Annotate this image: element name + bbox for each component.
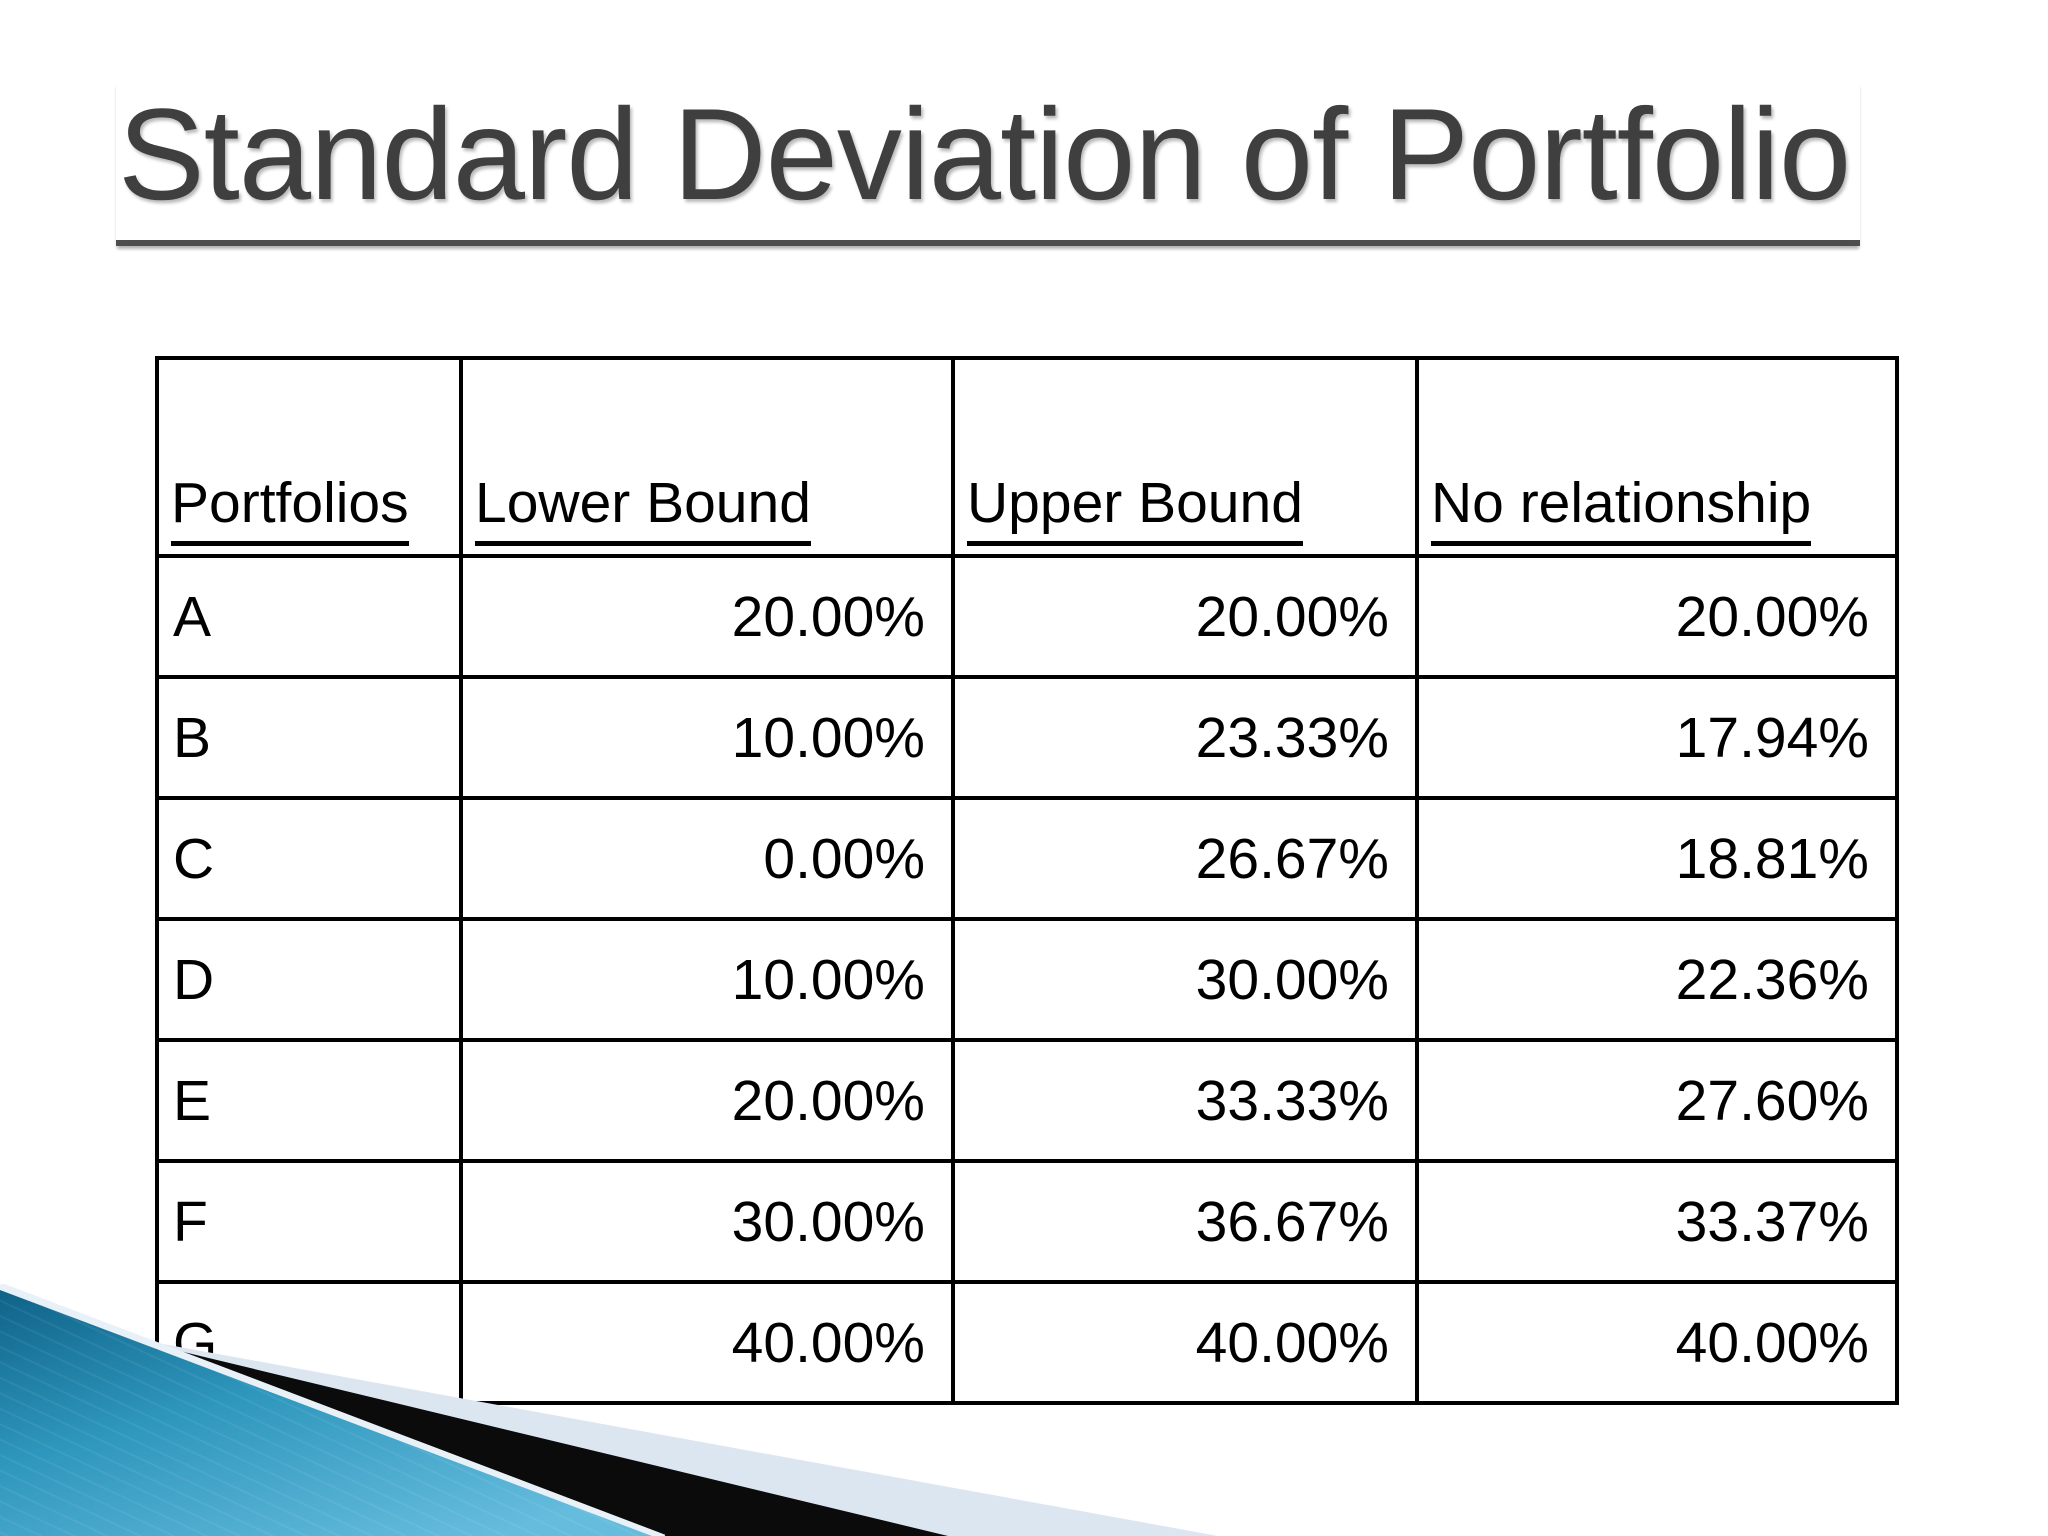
row-label: F [155, 1159, 463, 1284]
column-header-portfolios: Portfolios [155, 356, 463, 558]
table-cell: 20.00% [459, 1038, 955, 1163]
table-cell: 10.00% [459, 675, 955, 800]
table-row: D 10.00% 30.00% 22.36% [155, 917, 1899, 1042]
slide-title: Standard Deviation of Portfolio [116, 81, 1861, 246]
table-cell: 40.00% [951, 1280, 1419, 1405]
row-label: E [155, 1038, 463, 1163]
table-cell: 26.67% [951, 796, 1419, 921]
row-label: C [155, 796, 463, 921]
row-label: A [155, 554, 463, 679]
black-ribbon [167, 1348, 948, 1536]
table-cell: 10.00% [459, 917, 955, 1042]
table-cell: 36.67% [951, 1159, 1419, 1284]
column-header-lower-bound: Lower Bound [459, 356, 955, 558]
table-cell: 18.81% [1415, 796, 1899, 921]
table-cell: 40.00% [459, 1280, 955, 1405]
table-header-row: Portfolios Lower Bound Upper Bound No re… [155, 356, 1899, 558]
table-row: C 0.00% 26.67% 18.81% [155, 796, 1899, 921]
corner-decoration [0, 1284, 1218, 1536]
table-row: G 40.00% 40.00% 40.00% [155, 1280, 1899, 1405]
ribbon-separator-line [0, 1284, 666, 1536]
table-cell: 17.94% [1415, 675, 1899, 800]
table-cell: 27.60% [1415, 1038, 1899, 1163]
table-cell: 40.00% [1415, 1280, 1899, 1405]
table-cell: 20.00% [1415, 554, 1899, 679]
table-cell: 20.00% [459, 554, 955, 679]
table-row: A 20.00% 20.00% 20.00% [155, 554, 1899, 679]
table-cell: 30.00% [951, 917, 1419, 1042]
table-cell: 33.37% [1415, 1159, 1899, 1284]
table-cell: 30.00% [459, 1159, 955, 1284]
column-header-no-relationship: No relationship [1415, 356, 1899, 558]
row-label: B [155, 675, 463, 800]
table-row: B 10.00% 23.33% 17.94% [155, 675, 1899, 800]
table-row: E 20.00% 33.33% 27.60% [155, 1038, 1899, 1163]
table-cell: 22.36% [1415, 917, 1899, 1042]
table-cell: 23.33% [951, 675, 1419, 800]
table-cell: 0.00% [459, 796, 955, 921]
table-cell: 20.00% [951, 554, 1419, 679]
column-header-upper-bound: Upper Bound [951, 356, 1419, 558]
table-row: F 30.00% 36.67% 33.37% [155, 1159, 1899, 1284]
teal-triangle-texture [0, 1290, 652, 1536]
table-cell: 33.33% [951, 1038, 1419, 1163]
row-label: D [155, 917, 463, 1042]
portfolio-table: Portfolios Lower Bound Upper Bound No re… [155, 356, 1899, 1405]
